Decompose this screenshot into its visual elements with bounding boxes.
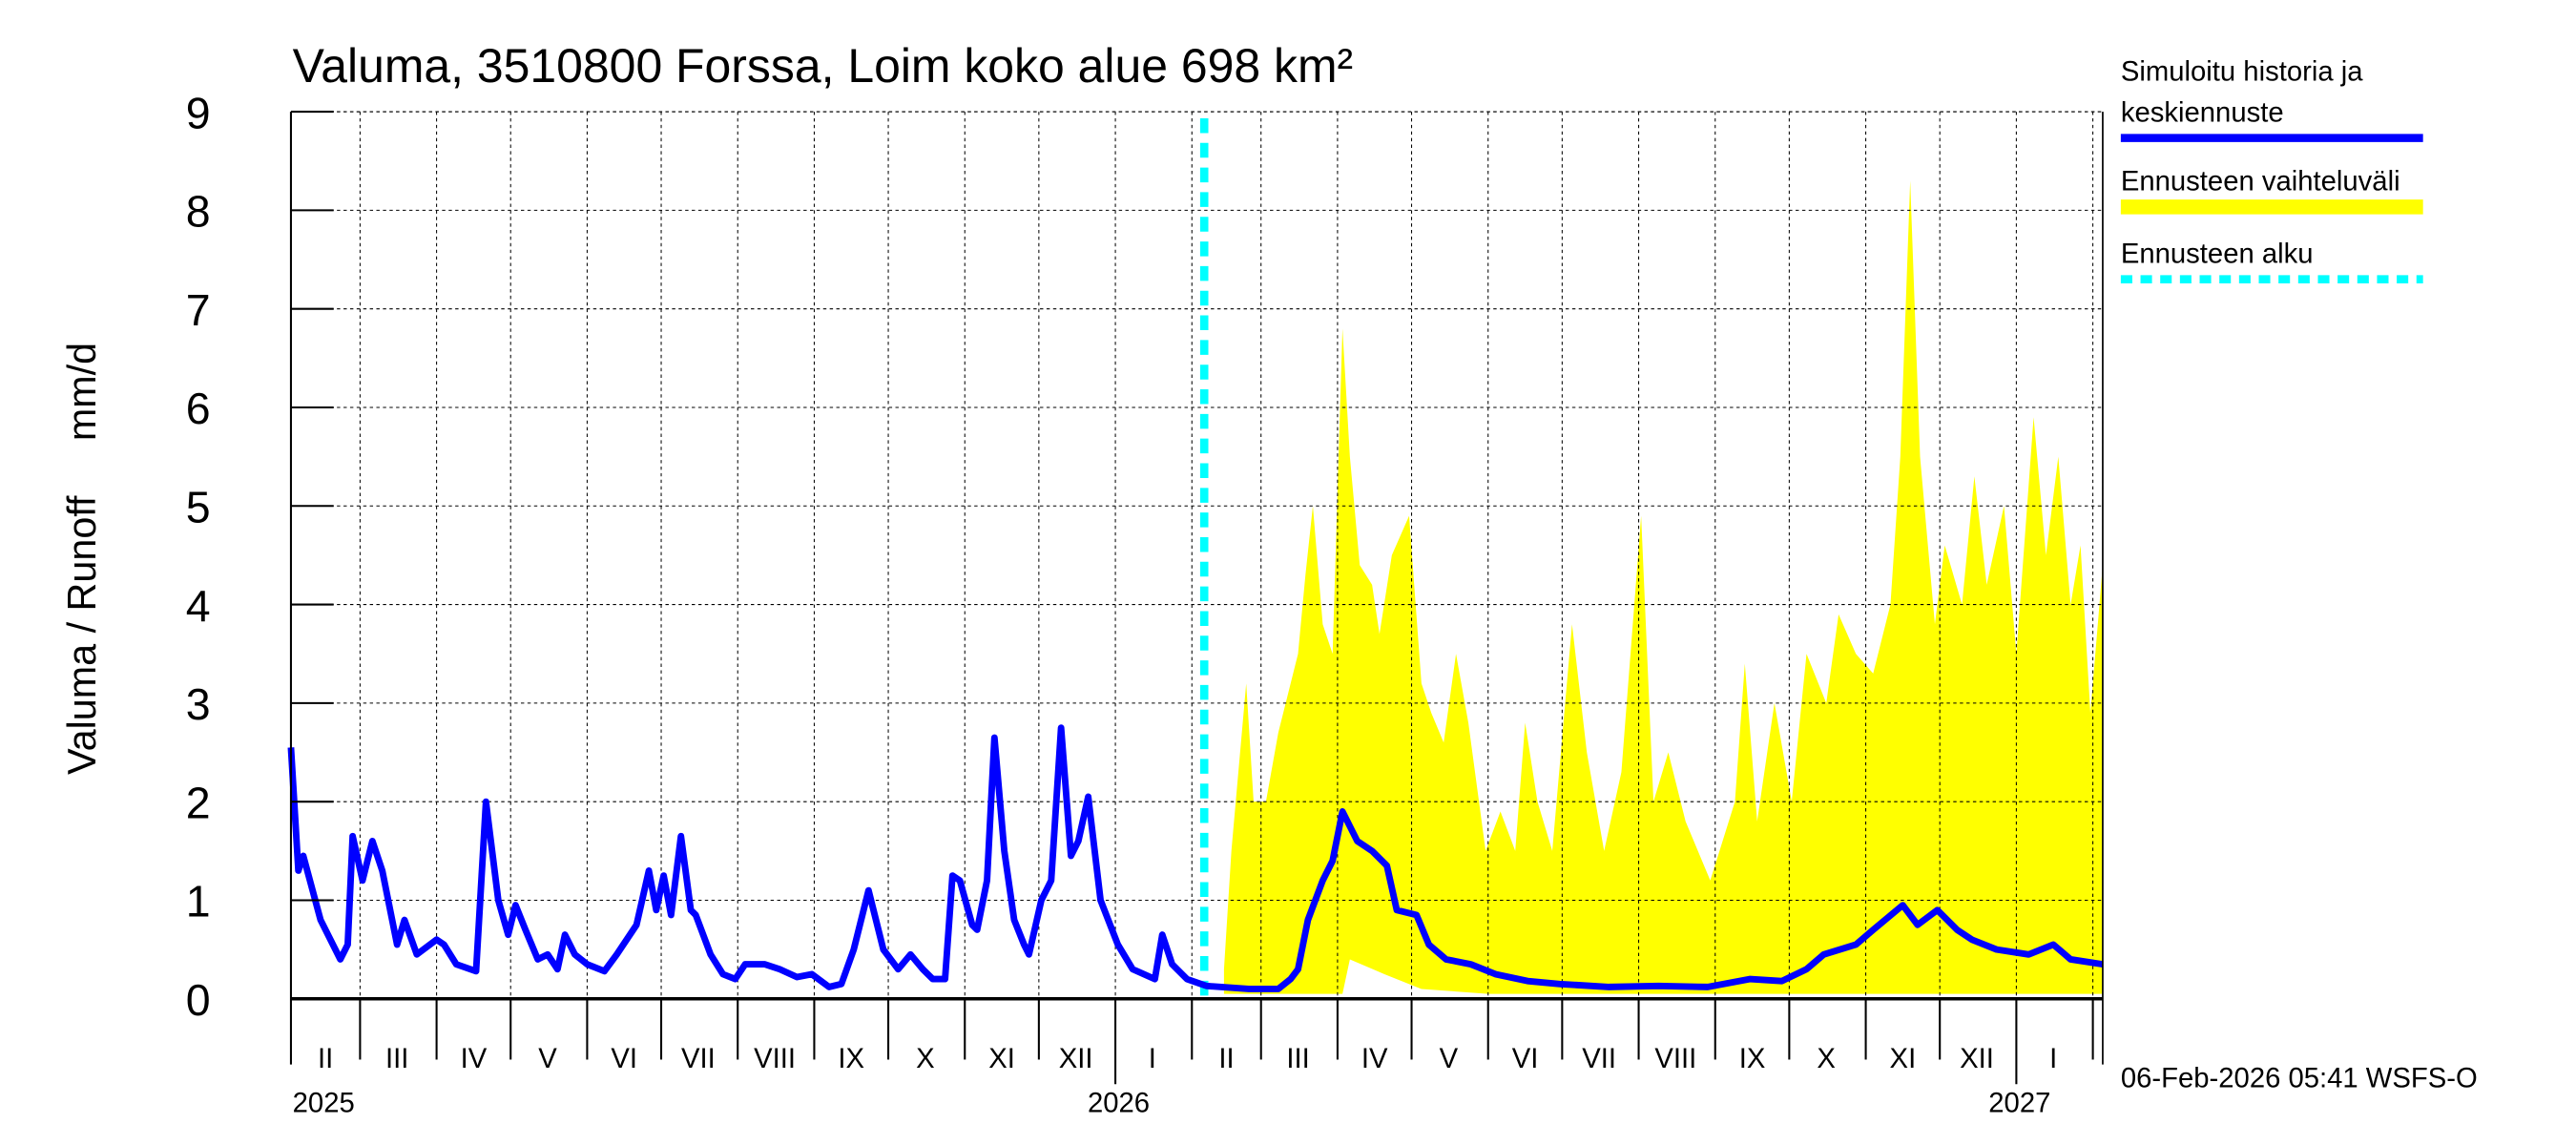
month-label: III <box>1286 1044 1309 1074</box>
month-label: IX <box>838 1044 864 1074</box>
chart-title: Valuma, 3510800 Forssa, Loim koko alue 6… <box>293 39 1353 93</box>
year-label: 2025 <box>293 1089 355 1119</box>
legend-label-forecast-start: Ennusteen alku <box>2121 239 2314 269</box>
y-tick-label: 8 <box>186 187 211 237</box>
legend-label-range: Ennusteen vaihteluväli <box>2121 167 2400 198</box>
year-label: 2027 <box>1988 1089 2050 1119</box>
month-label: XII <box>1059 1044 1093 1074</box>
y-tick-label: 3 <box>186 679 211 729</box>
y-tick-label: 7 <box>186 285 211 335</box>
month-label: V <box>538 1044 557 1074</box>
month-label: II <box>318 1044 333 1074</box>
month-label: VII <box>681 1044 716 1074</box>
month-label: VIII <box>1654 1044 1696 1074</box>
month-label: IV <box>461 1044 488 1074</box>
legend: Simuloitu historia ja keskiennuste Ennus… <box>2120 56 2423 283</box>
y-tick-label: 5 <box>186 482 211 531</box>
month-label: XI <box>1890 1044 1917 1074</box>
month-label: I <box>2049 1044 2057 1074</box>
y-tick-label: 0 <box>186 975 211 1025</box>
month-label: VI <box>1512 1044 1539 1074</box>
month-label: V <box>1440 1044 1459 1074</box>
month-label: IX <box>1739 1044 1766 1074</box>
footer-timestamp: 06-Feb-2026 05:41 WSFS-O <box>2121 1064 2478 1094</box>
month-label: X <box>916 1044 935 1074</box>
simulated-mean-line <box>287 724 2104 992</box>
month-label: XI <box>988 1044 1015 1074</box>
y-tick-label: 1 <box>186 877 211 926</box>
month-label: X <box>1817 1044 1836 1074</box>
month-label: VI <box>611 1044 637 1074</box>
y-tick-label: 4 <box>186 581 211 631</box>
y-tick-label: 2 <box>186 778 211 827</box>
month-label: III <box>385 1044 408 1074</box>
y-tick-label: 9 <box>186 88 211 137</box>
month-label: VII <box>1582 1044 1616 1074</box>
y-tick-label: 6 <box>186 384 211 433</box>
year-label: 2026 <box>1088 1089 1150 1119</box>
legend-label-simulated-1: Simuloitu historia ja <box>2121 56 2363 87</box>
month-label: VIII <box>754 1044 796 1074</box>
series-layer <box>287 117 2104 999</box>
y-axis-label: Valuma / Runoff mm/d <box>60 343 104 775</box>
month-label: I <box>1149 1044 1156 1074</box>
forecast-range-band <box>1223 180 2103 994</box>
month-label: XII <box>1960 1044 1994 1074</box>
legend-label-simulated-2: keskiennuste <box>2121 97 2284 128</box>
forecast-range-area <box>1223 180 2103 994</box>
month-label: II <box>1218 1044 1234 1074</box>
month-label: IV <box>1361 1044 1388 1074</box>
